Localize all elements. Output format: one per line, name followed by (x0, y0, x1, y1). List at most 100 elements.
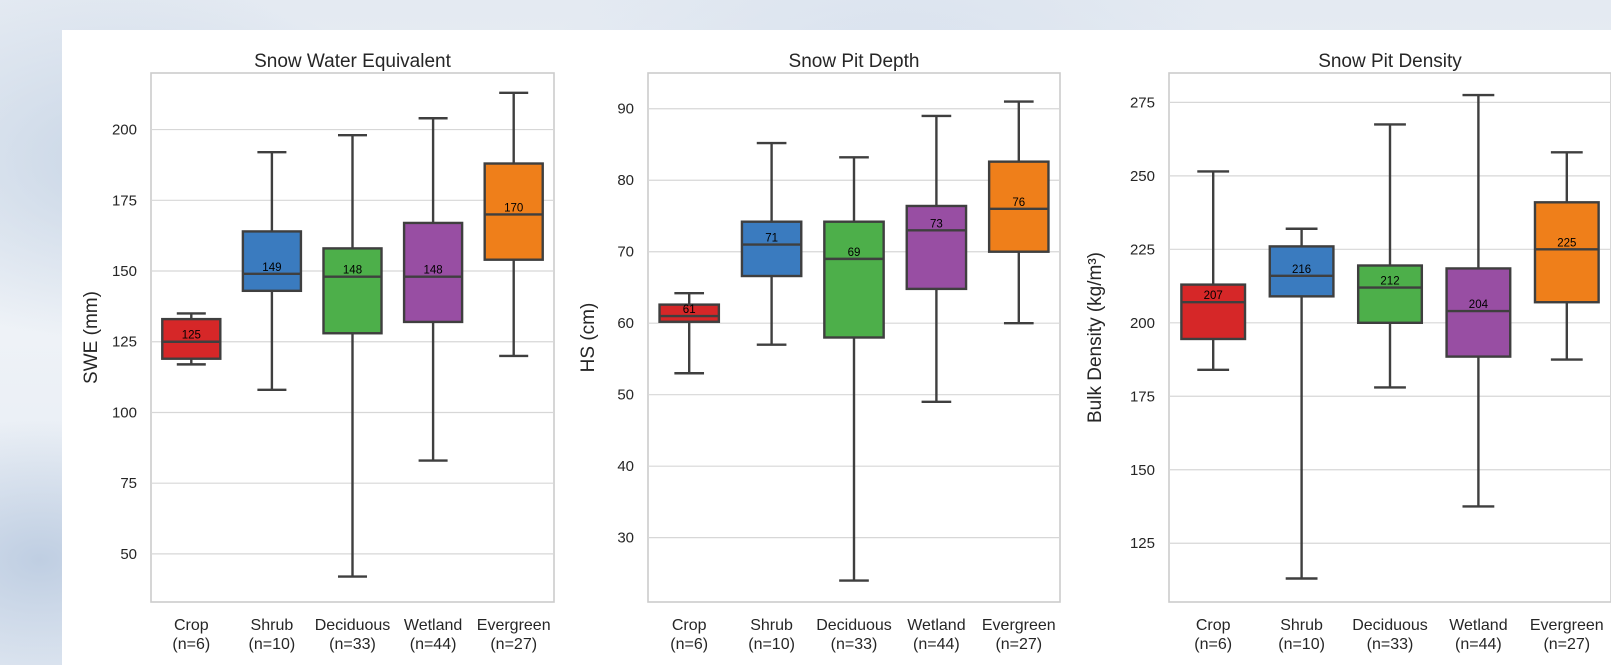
median-label: 149 (262, 262, 281, 274)
median-label: 216 (1292, 264, 1311, 276)
box-deciduous: 148 (322, 134, 383, 578)
chart-canvas: 50 75 100 125 150 175 200 Snow Water Equivalent… (81, 51, 1611, 653)
box-crop: 61 (658, 291, 721, 375)
box-rect (1268, 245, 1335, 298)
x-tick-label: Wetland (404, 617, 462, 634)
box-rect (402, 221, 464, 324)
x-tick-label: Evergreen (477, 617, 551, 634)
y-tick-label: 225 (1130, 241, 1155, 258)
box-rect (1180, 283, 1247, 341)
median-label: 148 (424, 265, 443, 277)
box-shrub: 216 (1268, 227, 1335, 580)
box-crop: 207 (1180, 170, 1247, 372)
box-rect (1356, 264, 1424, 325)
y-tick-label: 175 (112, 192, 137, 209)
x-tick-label: Deciduous (1352, 617, 1428, 634)
box-evergreen: 170 (483, 91, 544, 358)
x-tick-count-label: (n=6) (670, 636, 708, 653)
y-tick-label: 275 (1130, 94, 1155, 111)
y-tick-label: 60 (617, 315, 634, 332)
box-rect (1533, 201, 1600, 304)
x-tick-label: Shrub (251, 617, 294, 634)
x-tick-label: Wetland (907, 617, 965, 634)
y-tick-label: 125 (112, 334, 137, 351)
figure: 50 75 100 125 150 175 200 Snow Water Equivalent… (62, 30, 1611, 665)
y-tick-label: 125 (1130, 535, 1155, 552)
subplot-2: 30 40 50 60 70 80 90 Snow Pit Depth HS (cm) 61 Cro… (578, 51, 1061, 653)
y-tick-label: 100 (112, 404, 137, 421)
box-wetland: 148 (402, 117, 464, 462)
subplot-3: 125 150 175 200 225 250 275 Snow Pit Density Bul… (1085, 51, 1611, 653)
x-tick-count-label: (n=27) (1543, 636, 1590, 653)
median-label: 125 (182, 330, 201, 342)
median-label: 204 (1469, 299, 1489, 311)
median-label: 71 (765, 233, 778, 245)
x-tick-count-label: (n=33) (329, 636, 376, 653)
y-tick-label: 90 (617, 101, 634, 118)
x-tick-count-label: (n=27) (490, 636, 537, 653)
x-tick-count-label: (n=10) (1278, 636, 1325, 653)
y-tick-label: 70 (617, 244, 634, 261)
median-label: 69 (848, 247, 861, 259)
y-axis-label: HS (cm) (578, 303, 599, 373)
x-tick-count-label: (n=44) (1455, 636, 1502, 653)
median-label: 61 (683, 304, 696, 316)
x-tick-label: Crop (1196, 617, 1231, 634)
y-tick-label: 150 (112, 263, 137, 280)
plot-title: Snow Water Equivalent (254, 51, 452, 72)
x-tick-count-label: (n=33) (1367, 636, 1414, 653)
box-rect (483, 162, 544, 261)
x-tick-label: Evergreen (982, 617, 1056, 634)
y-axis-label: Bulk Density (kg/m³) (1085, 252, 1106, 423)
box-rect (161, 317, 222, 360)
y-tick-label: 150 (1130, 462, 1155, 479)
box-rect (905, 204, 968, 291)
x-tick-count-label: (n=44) (410, 636, 457, 653)
y-tick-label: 75 (120, 475, 137, 492)
x-tick-label: Shrub (1280, 617, 1323, 634)
y-tick-label: 175 (1130, 388, 1155, 405)
median-label: 212 (1380, 276, 1399, 288)
box-wetland: 204 (1445, 93, 1512, 508)
box-rect (823, 220, 885, 339)
x-tick-label: Deciduous (816, 617, 892, 634)
x-tick-count-label: (n=44) (913, 636, 960, 653)
x-tick-label: Deciduous (315, 617, 391, 634)
plot-title: Snow Pit Depth (789, 51, 920, 72)
y-tick-label: 30 (617, 530, 634, 547)
median-label: 170 (504, 202, 523, 214)
box-rect (987, 160, 1050, 253)
box-deciduous: 212 (1356, 123, 1424, 389)
box-deciduous: 69 (823, 156, 885, 582)
x-tick-label: Crop (174, 617, 209, 634)
y-axis-label: SWE (mm) (81, 291, 102, 384)
subplot-1: 50 75 100 125 150 175 200 Snow Water Equivalent… (81, 51, 555, 653)
y-tick-label: 50 (120, 546, 137, 563)
plot-title: Snow Pit Density (1318, 51, 1462, 72)
x-tick-label: Evergreen (1530, 617, 1604, 634)
box-shrub: 71 (740, 141, 803, 346)
y-tick-label: 200 (112, 122, 137, 139)
x-tick-count-label: (n=27) (995, 636, 1042, 653)
y-tick-label: 200 (1130, 315, 1155, 332)
box-wetland: 73 (905, 114, 968, 404)
x-tick-label: Crop (672, 617, 707, 634)
y-tick-label: 40 (617, 458, 634, 475)
box-rect (1445, 267, 1512, 358)
box-crop: 125 (161, 312, 222, 366)
box-rect (241, 230, 303, 293)
y-tick-label: 80 (617, 172, 634, 189)
box-shrub: 149 (241, 151, 303, 392)
x-tick-count-label: (n=33) (831, 636, 878, 653)
box-evergreen: 76 (987, 100, 1050, 325)
x-tick-label: Shrub (750, 617, 793, 634)
y-tick-label: 250 (1130, 168, 1155, 185)
median-label: 207 (1204, 290, 1223, 302)
x-tick-count-label: (n=10) (748, 636, 795, 653)
x-tick-count-label: (n=6) (1194, 636, 1232, 653)
x-tick-count-label: (n=10) (249, 636, 296, 653)
box-rect (322, 247, 383, 335)
box-rect (658, 303, 721, 323)
box-rect (740, 220, 803, 278)
median-label: 225 (1557, 237, 1576, 249)
